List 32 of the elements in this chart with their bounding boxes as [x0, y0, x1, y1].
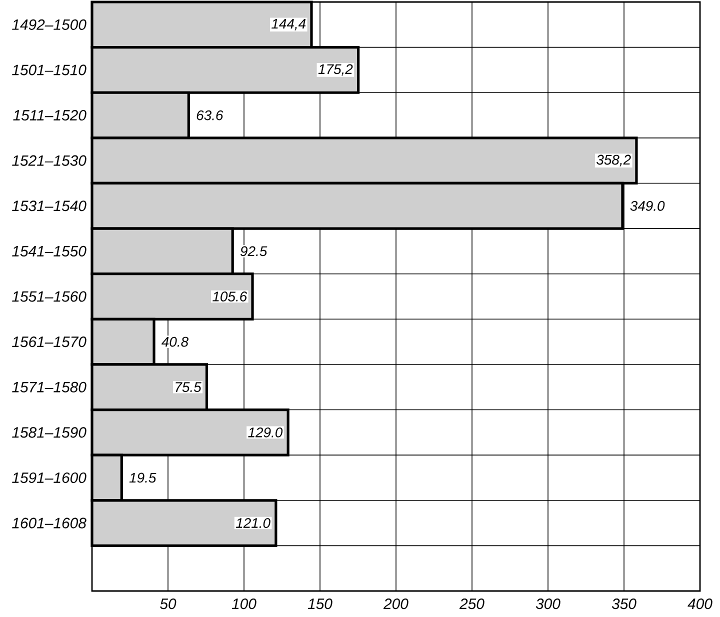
- y-tick-label: 1531–1540: [12, 200, 86, 212]
- y-tick-label: 1492–1500: [12, 19, 86, 30]
- data-label: 63.6: [196, 110, 224, 120]
- data-label: 349.0: [630, 200, 665, 211]
- y-tick-label: 1591–1600: [12, 472, 86, 484]
- y-tick-label: 1551–1560: [12, 291, 86, 302]
- x-tick-label: 50: [160, 598, 176, 610]
- data-label: 358,2: [596, 154, 631, 166]
- x-tick-label: 150: [308, 598, 332, 610]
- data-label: 175,2: [318, 64, 353, 76]
- y-tick-label: 1571–1580: [12, 382, 86, 392]
- data-label: 144,4: [272, 18, 306, 30]
- x-tick-label: 200: [383, 598, 408, 610]
- data-label: 129.0: [248, 427, 283, 438]
- y-tick-label: 1521–1530: [12, 155, 86, 166]
- y-tick-label: 1501–1510: [12, 64, 86, 76]
- y-tick-label: 1601–1608: [12, 518, 86, 528]
- x-tick-label: 250: [459, 598, 484, 610]
- y-tick-label: 1581–1590: [12, 427, 86, 438]
- data-label: 92.5: [240, 246, 268, 256]
- data-label: 121.0: [236, 518, 270, 528]
- y-tick-label: 1561–1570: [12, 336, 86, 348]
- x-tick-label: 100: [232, 598, 256, 610]
- data-label: 19.5: [129, 472, 156, 483]
- x-tick-label: 300: [536, 598, 560, 610]
- x-tick-label: 400: [688, 598, 712, 610]
- y-tick-label: 1511–1520: [13, 110, 86, 121]
- data-label: 105.6: [212, 292, 248, 302]
- data-label: 40.8: [162, 336, 188, 347]
- x-tick-label: 350: [612, 598, 636, 610]
- data-label: 75.5: [176, 382, 202, 392]
- y-tick-label: 1541–1550: [12, 246, 86, 256]
